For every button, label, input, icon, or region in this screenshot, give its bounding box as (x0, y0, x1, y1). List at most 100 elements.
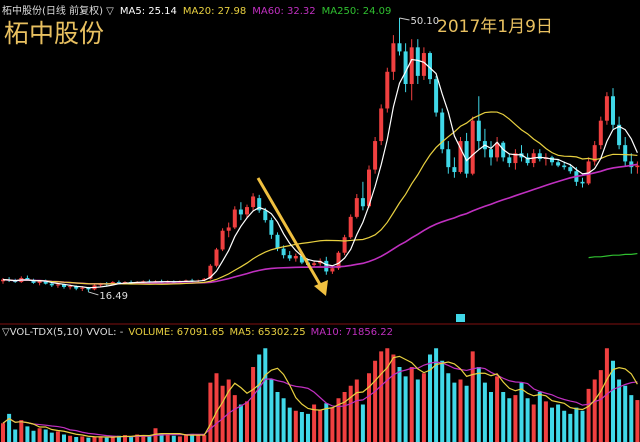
ma20-line (2, 111, 638, 285)
volume-ma10: MA10: 71856.22 (310, 327, 394, 338)
volume-bar (226, 379, 231, 442)
date-annotation: 2017年1月9日 (437, 17, 553, 37)
volume-bar (568, 413, 573, 442)
candle-body (513, 153, 518, 164)
candle-body (336, 252, 341, 269)
volume-indicator-title: ▽VOL-TDX(5,10) VVOL: - (2, 327, 124, 338)
candle-body (74, 286, 79, 289)
candle-body (116, 282, 121, 284)
candle-body (367, 169, 371, 207)
candle-body (287, 255, 292, 259)
volume-bar (385, 348, 390, 442)
stock-name: 柘中股份 (4, 19, 105, 48)
volume-bar (428, 354, 432, 442)
volume-bar (31, 430, 36, 442)
high-pointer (399, 17, 410, 21)
candle-body (452, 167, 457, 173)
volume-bar (7, 413, 12, 442)
volume-bar (214, 373, 219, 442)
volume-bar (336, 398, 341, 442)
candle-body (263, 210, 268, 221)
candle-body (312, 263, 317, 265)
volume-bar (177, 436, 182, 442)
volume-bar (513, 395, 518, 442)
ma60-value: MA60: 32.32 (252, 6, 316, 17)
candle-body (232, 209, 237, 228)
volume-bar (397, 367, 402, 442)
candle-body (556, 162, 561, 166)
volume-bar (80, 436, 85, 442)
volume-bar (1, 423, 5, 442)
volume-bar (165, 434, 170, 442)
high-price-label: 50.10 (411, 16, 440, 27)
volume-bar (171, 435, 176, 442)
volume-bar (348, 385, 353, 442)
candle-body (458, 141, 463, 173)
volume-bar (123, 435, 127, 442)
price-header: 柘中股份(日线 前复权) ▽ MA5: 25.14 MA20: 27.98 MA60:… (2, 2, 397, 17)
volume-bar (306, 413, 310, 442)
volume-bar (135, 434, 140, 442)
volume-bar (556, 404, 561, 442)
candle-body (562, 165, 567, 168)
volume-bar (470, 351, 475, 442)
candle-body (598, 120, 603, 146)
candle-body (330, 268, 335, 272)
volume-bar (446, 373, 451, 442)
candle-body (37, 281, 42, 283)
volume-bar (525, 398, 530, 442)
candle-body (446, 149, 451, 168)
candle-body (470, 120, 475, 174)
volume-bar (190, 433, 195, 442)
volume-bar (403, 376, 408, 442)
candle-body (604, 96, 609, 121)
low-pointer (88, 291, 99, 296)
volume-bar (623, 385, 628, 442)
candle-body (611, 96, 615, 125)
ma20-value: MA20: 27.98 (182, 6, 247, 17)
volume-bar (129, 436, 134, 442)
candle-body (269, 220, 274, 235)
candle-body (226, 227, 231, 231)
volume-bar (281, 398, 286, 442)
volume-bar (489, 392, 493, 442)
candle-body (49, 283, 54, 286)
volume-bar (68, 435, 73, 442)
ma5-value: MA5: 25.14 (119, 6, 177, 17)
volume-bar (415, 379, 420, 442)
volume-bar (62, 434, 66, 442)
candle-body (245, 207, 249, 215)
volume-bar (495, 376, 500, 442)
volume-bar (537, 392, 542, 442)
ma5-line (2, 58, 638, 289)
candle-body (214, 249, 219, 266)
volume-bar (110, 437, 115, 442)
volume-bar (238, 404, 243, 442)
ma60-line (2, 163, 638, 285)
volume-bar (507, 398, 512, 442)
volume-bar (55, 431, 60, 442)
volume-bar (617, 379, 622, 442)
volume-bar (220, 385, 225, 442)
ma250-value: MA250: 24.09 (321, 6, 392, 17)
candle-body (1, 279, 5, 282)
candle-body (421, 53, 426, 76)
volume-bar (598, 370, 603, 442)
volume-bar (421, 373, 426, 442)
volume-value: VOLUME: 67091.65 (128, 327, 225, 338)
candle-body (476, 120, 481, 142)
volume-bar (519, 382, 524, 442)
volume-bar (342, 392, 347, 442)
volume-bar (263, 348, 268, 442)
volume-bar (13, 429, 18, 442)
volume-bar (586, 388, 591, 442)
volume-bar (604, 348, 609, 442)
ma250-line (588, 252, 638, 259)
volume-bar (379, 351, 384, 442)
volume-bar (196, 434, 201, 442)
volume-bar (232, 395, 237, 442)
volume-bar (19, 420, 24, 442)
volume-bar (312, 404, 317, 442)
candle-body (86, 287, 91, 290)
